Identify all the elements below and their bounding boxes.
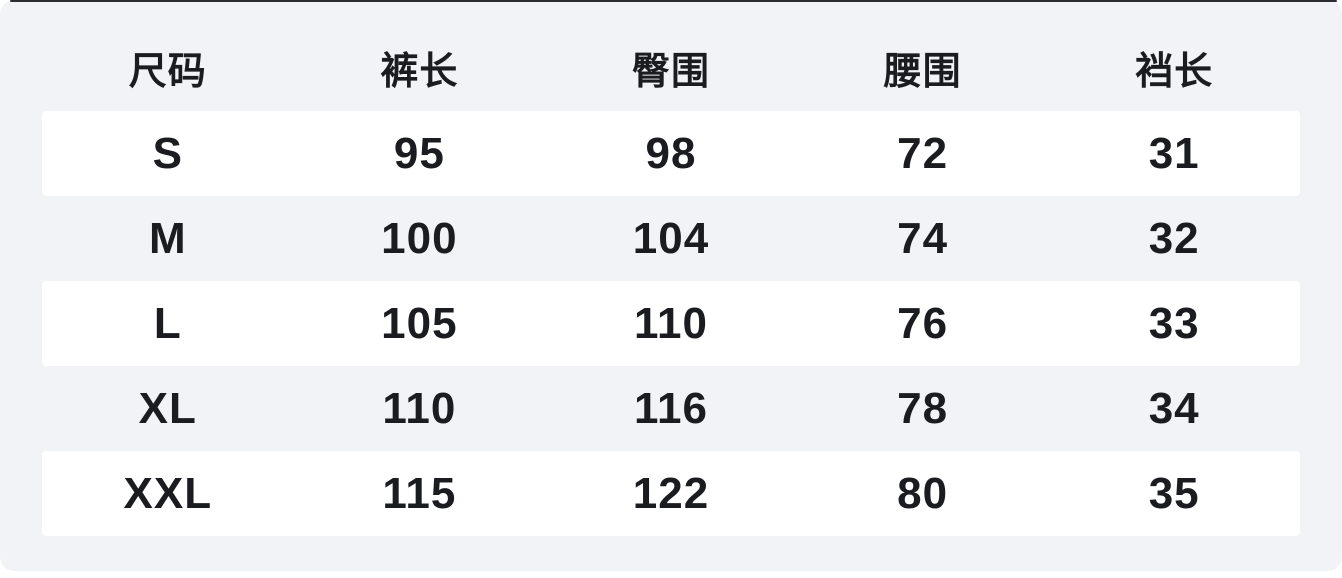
table-header-row: 尺码 裤长 臀围 腰围 裆长: [42, 23, 1300, 111]
size-chart-table: 尺码 裤长 臀围 腰围 裆长 S 95 98 72 31 M 100 104 74 32 L 105 110 76…: [42, 23, 1300, 536]
size-label: M: [148, 213, 187, 263]
measurement-value: 32: [1148, 213, 1200, 263]
measurement-value: 76: [897, 298, 949, 348]
table-row: L 105 110 76 33: [42, 281, 1300, 366]
measurement-value: 110: [633, 298, 708, 348]
column-header: 尺码: [128, 50, 207, 93]
table-row: XXL 115 122 80 35: [42, 451, 1300, 536]
measurement-value: 105: [381, 298, 458, 348]
measurement-value: 35: [1148, 468, 1200, 518]
column-header: 裤长: [380, 50, 459, 93]
table-row: M 100 104 74 32: [42, 196, 1300, 281]
table-row: XL 110 116 78 34: [42, 366, 1300, 451]
measurement-value: 78: [897, 383, 949, 433]
measurement-value: 80: [897, 468, 949, 518]
top-edge-divider: [10, 0, 1337, 2]
measurement-value: 33: [1148, 298, 1200, 348]
column-header: 臀围: [631, 50, 710, 93]
size-label: XXL: [123, 468, 213, 518]
measurement-value: 122: [632, 468, 710, 518]
column-header: 腰围: [883, 50, 962, 93]
table-body: S 95 98 72 31 M 100 104 74 32 L 105 110 76 33 XL 110 116 7…: [42, 111, 1300, 536]
column-header: 裆长: [1135, 50, 1214, 93]
measurement-value: 115: [382, 468, 457, 518]
size-label: XL: [138, 383, 197, 433]
size-label: L: [153, 298, 182, 348]
measurement-value: 95: [393, 128, 445, 178]
measurement-value: 74: [897, 213, 949, 263]
measurement-value: 110: [382, 383, 457, 433]
measurement-value: 31: [1148, 128, 1200, 178]
size-label: S: [152, 128, 183, 178]
measurement-value: 104: [632, 213, 710, 263]
measurement-value: 34: [1148, 383, 1200, 433]
measurement-value: 100: [381, 213, 458, 263]
measurement-value: 116: [633, 383, 708, 433]
table-row: S 95 98 72 31: [42, 111, 1300, 196]
measurement-value: 98: [645, 128, 697, 178]
measurement-value: 72: [897, 128, 949, 178]
